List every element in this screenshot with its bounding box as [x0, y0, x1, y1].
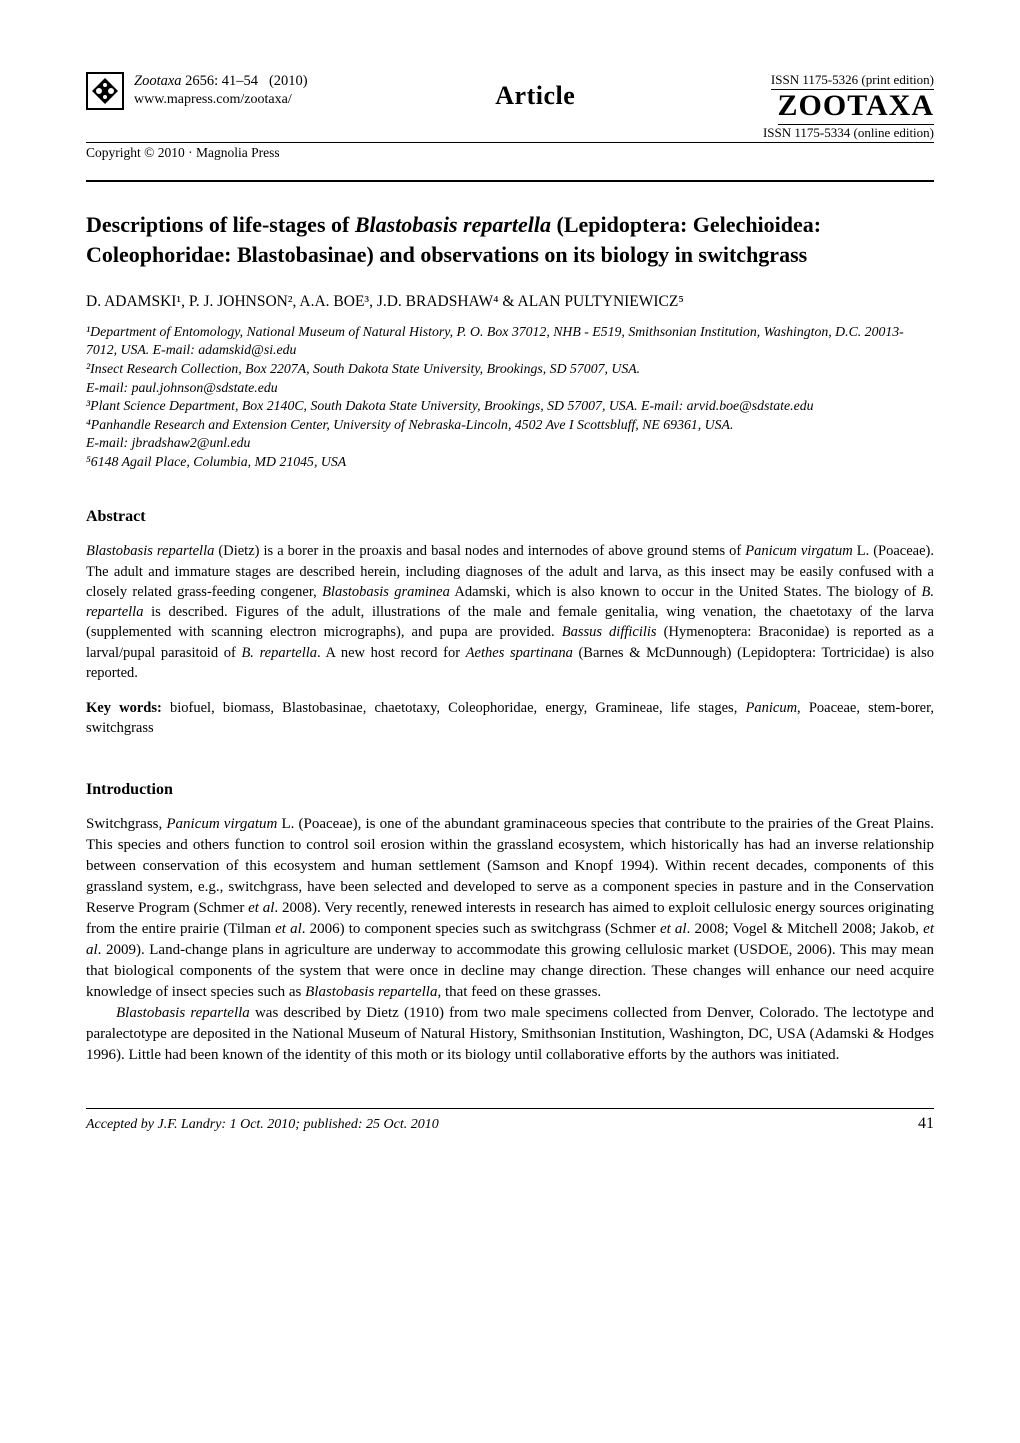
journal-name: Zootaxa [134, 73, 182, 89]
abstract-sci-3: Blastobasis graminea [322, 584, 450, 600]
title-pre: Descriptions of life-stages of [86, 212, 355, 237]
abstract-text: . A new host record for [317, 645, 466, 661]
keywords: Key words: biofuel, biomass, Blastobasin… [86, 699, 934, 738]
intro-text: Switchgrass, [86, 816, 166, 832]
article-title: Descriptions of life-stages of Blastobas… [86, 210, 934, 269]
intro-paragraph-1: Switchgrass, Panicum virgatum L. (Poacea… [86, 814, 934, 1003]
affiliation-3: ³Plant Science Department, Box 2140C, So… [86, 397, 934, 416]
brand-wordmark: ZOOTAXA [778, 88, 934, 125]
intro-etal: et al [660, 921, 687, 937]
article-label: Article [495, 78, 575, 113]
intro-paragraph-2: Blastobasis repartella was described by … [86, 1003, 934, 1066]
header-left: Zootaxa 2656: 41–54 (2010) www.mapress.c… [86, 72, 308, 110]
affiliation-4-email: E-mail: jbradshaw2@unl.edu [86, 434, 934, 453]
introduction-heading: Introduction [86, 779, 934, 801]
abstract-text: Adamski, which is also known to occur in… [450, 584, 922, 600]
abstract-heading: Abstract [86, 506, 934, 528]
affiliations: ¹Department of Entomology, National Muse… [86, 323, 934, 472]
intro-text: . 2008; Vogel & Mitchell 2008; Jakob, [687, 921, 924, 937]
intro-etal: et al [275, 921, 302, 937]
abstract-sci-2: Panicum virgatum [745, 543, 852, 559]
accepted-line: Accepted by J.F. Landry: 1 Oct. 2010; pu… [86, 1116, 439, 1135]
abstract-sci-1: Blastobasis repartella [86, 543, 214, 559]
copyright-row: Copyright © 2010 · Magnolia Press [86, 142, 934, 162]
intro-sci: Panicum virgatum [166, 816, 277, 832]
issn-online: ISSN 1175-5334 (online edition) [763, 125, 934, 141]
keywords-sci: Panicum [746, 700, 798, 716]
authors-line: D. ADAMSKI¹, P. J. JOHNSON², A.A. BOE³, … [86, 292, 934, 313]
intro-text: , that feed on these grasses. [437, 984, 601, 1000]
journal-citation: Zootaxa 2656: 41–54 (2010) www.mapress.c… [134, 72, 308, 109]
copyright-text: Copyright © 2010 · Magnolia Press [86, 144, 280, 162]
abstract-body: Blastobasis repartella (Dietz) is a bore… [86, 541, 934, 683]
keywords-label: Key words: [86, 700, 162, 716]
abstract-sci-5: Bassus difficilis [562, 624, 657, 640]
keywords-text: biofuel, biomass, Blastobasinae, chaetot… [162, 700, 746, 716]
affiliation-2-email: E-mail: paul.johnson@sdstate.edu [86, 379, 934, 398]
header-rule [86, 180, 934, 182]
journal-logo-icon [86, 72, 124, 110]
abstract-sci-7: Aethes spartinana [466, 645, 573, 661]
journal-url: www.mapress.com/zootaxa/ [134, 91, 308, 109]
intro-sci: Blastobasis repartella [116, 1005, 250, 1021]
abstract-text: (Dietz) is a borer in the proaxis and ba… [214, 543, 745, 559]
journal-issue: 2656: 41–54 [185, 73, 258, 89]
page-number: 41 [918, 1113, 934, 1135]
affiliation-4: ⁴Panhandle Research and Extension Center… [86, 416, 934, 435]
affiliation-2: ²Insect Research Collection, Box 2207A, … [86, 360, 934, 379]
intro-text: . 2006) to component species such as swi… [302, 921, 660, 937]
page-footer: Accepted by J.F. Landry: 1 Oct. 2010; pu… [86, 1109, 934, 1135]
header-right: ISSN 1175-5326 (print edition) ZOOTAXA I… [763, 72, 934, 140]
introduction-body: Switchgrass, Panicum virgatum L. (Poacea… [86, 814, 934, 1066]
journal-year: (2010) [269, 73, 308, 89]
intro-sci: Blastobasis repartella [305, 984, 437, 1000]
intro-etal: et al [248, 900, 274, 916]
abstract-sci-6: B. repartella [241, 645, 317, 661]
title-sciname: Blastobasis repartella [355, 212, 551, 237]
page-header: Zootaxa 2656: 41–54 (2010) www.mapress.c… [86, 72, 934, 140]
affiliation-5: ⁵6148 Agail Place, Columbia, MD 21045, U… [86, 453, 934, 472]
affiliation-1: ¹Department of Entomology, National Muse… [86, 323, 934, 360]
